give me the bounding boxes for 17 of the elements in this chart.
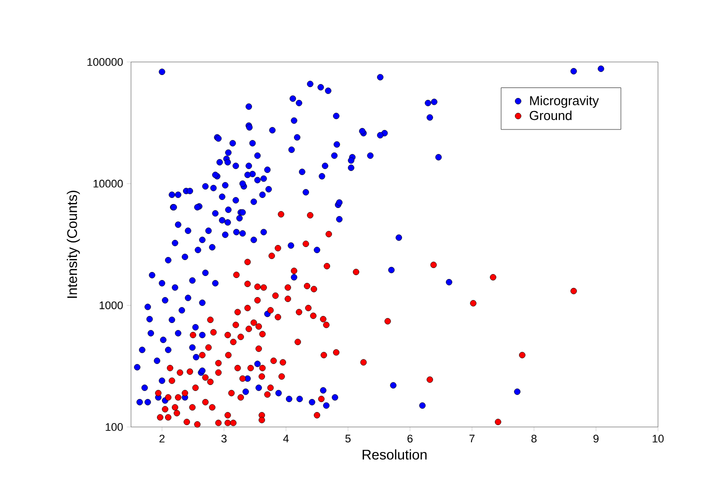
y-tick-label: 10000 — [94, 180, 123, 188]
x-tick-label: 9 — [593, 434, 599, 443]
y-tick-label: 100 — [106, 423, 123, 431]
legend-label: Ground — [530, 110, 572, 120]
x-tick-label: 7 — [470, 434, 474, 442]
x-tick-label: 2 — [160, 434, 165, 442]
x-tick-label: 4 — [283, 434, 289, 442]
legend-label: Microgravity — [530, 96, 599, 108]
y-tick-label: 1000 — [100, 301, 123, 310]
y-tick-label: 100000 — [87, 58, 123, 66]
y-axis-title: Intensity (Counts) — [66, 190, 80, 298]
x-tick-label: 6 — [408, 434, 413, 443]
x-tick-label: 3 — [221, 434, 227, 443]
x-tick-label: 8 — [531, 434, 537, 443]
x-axis-title: Resolution — [362, 449, 427, 460]
x-tick-label: 5 — [345, 434, 351, 442]
x-tick-label: 10 — [652, 434, 664, 443]
